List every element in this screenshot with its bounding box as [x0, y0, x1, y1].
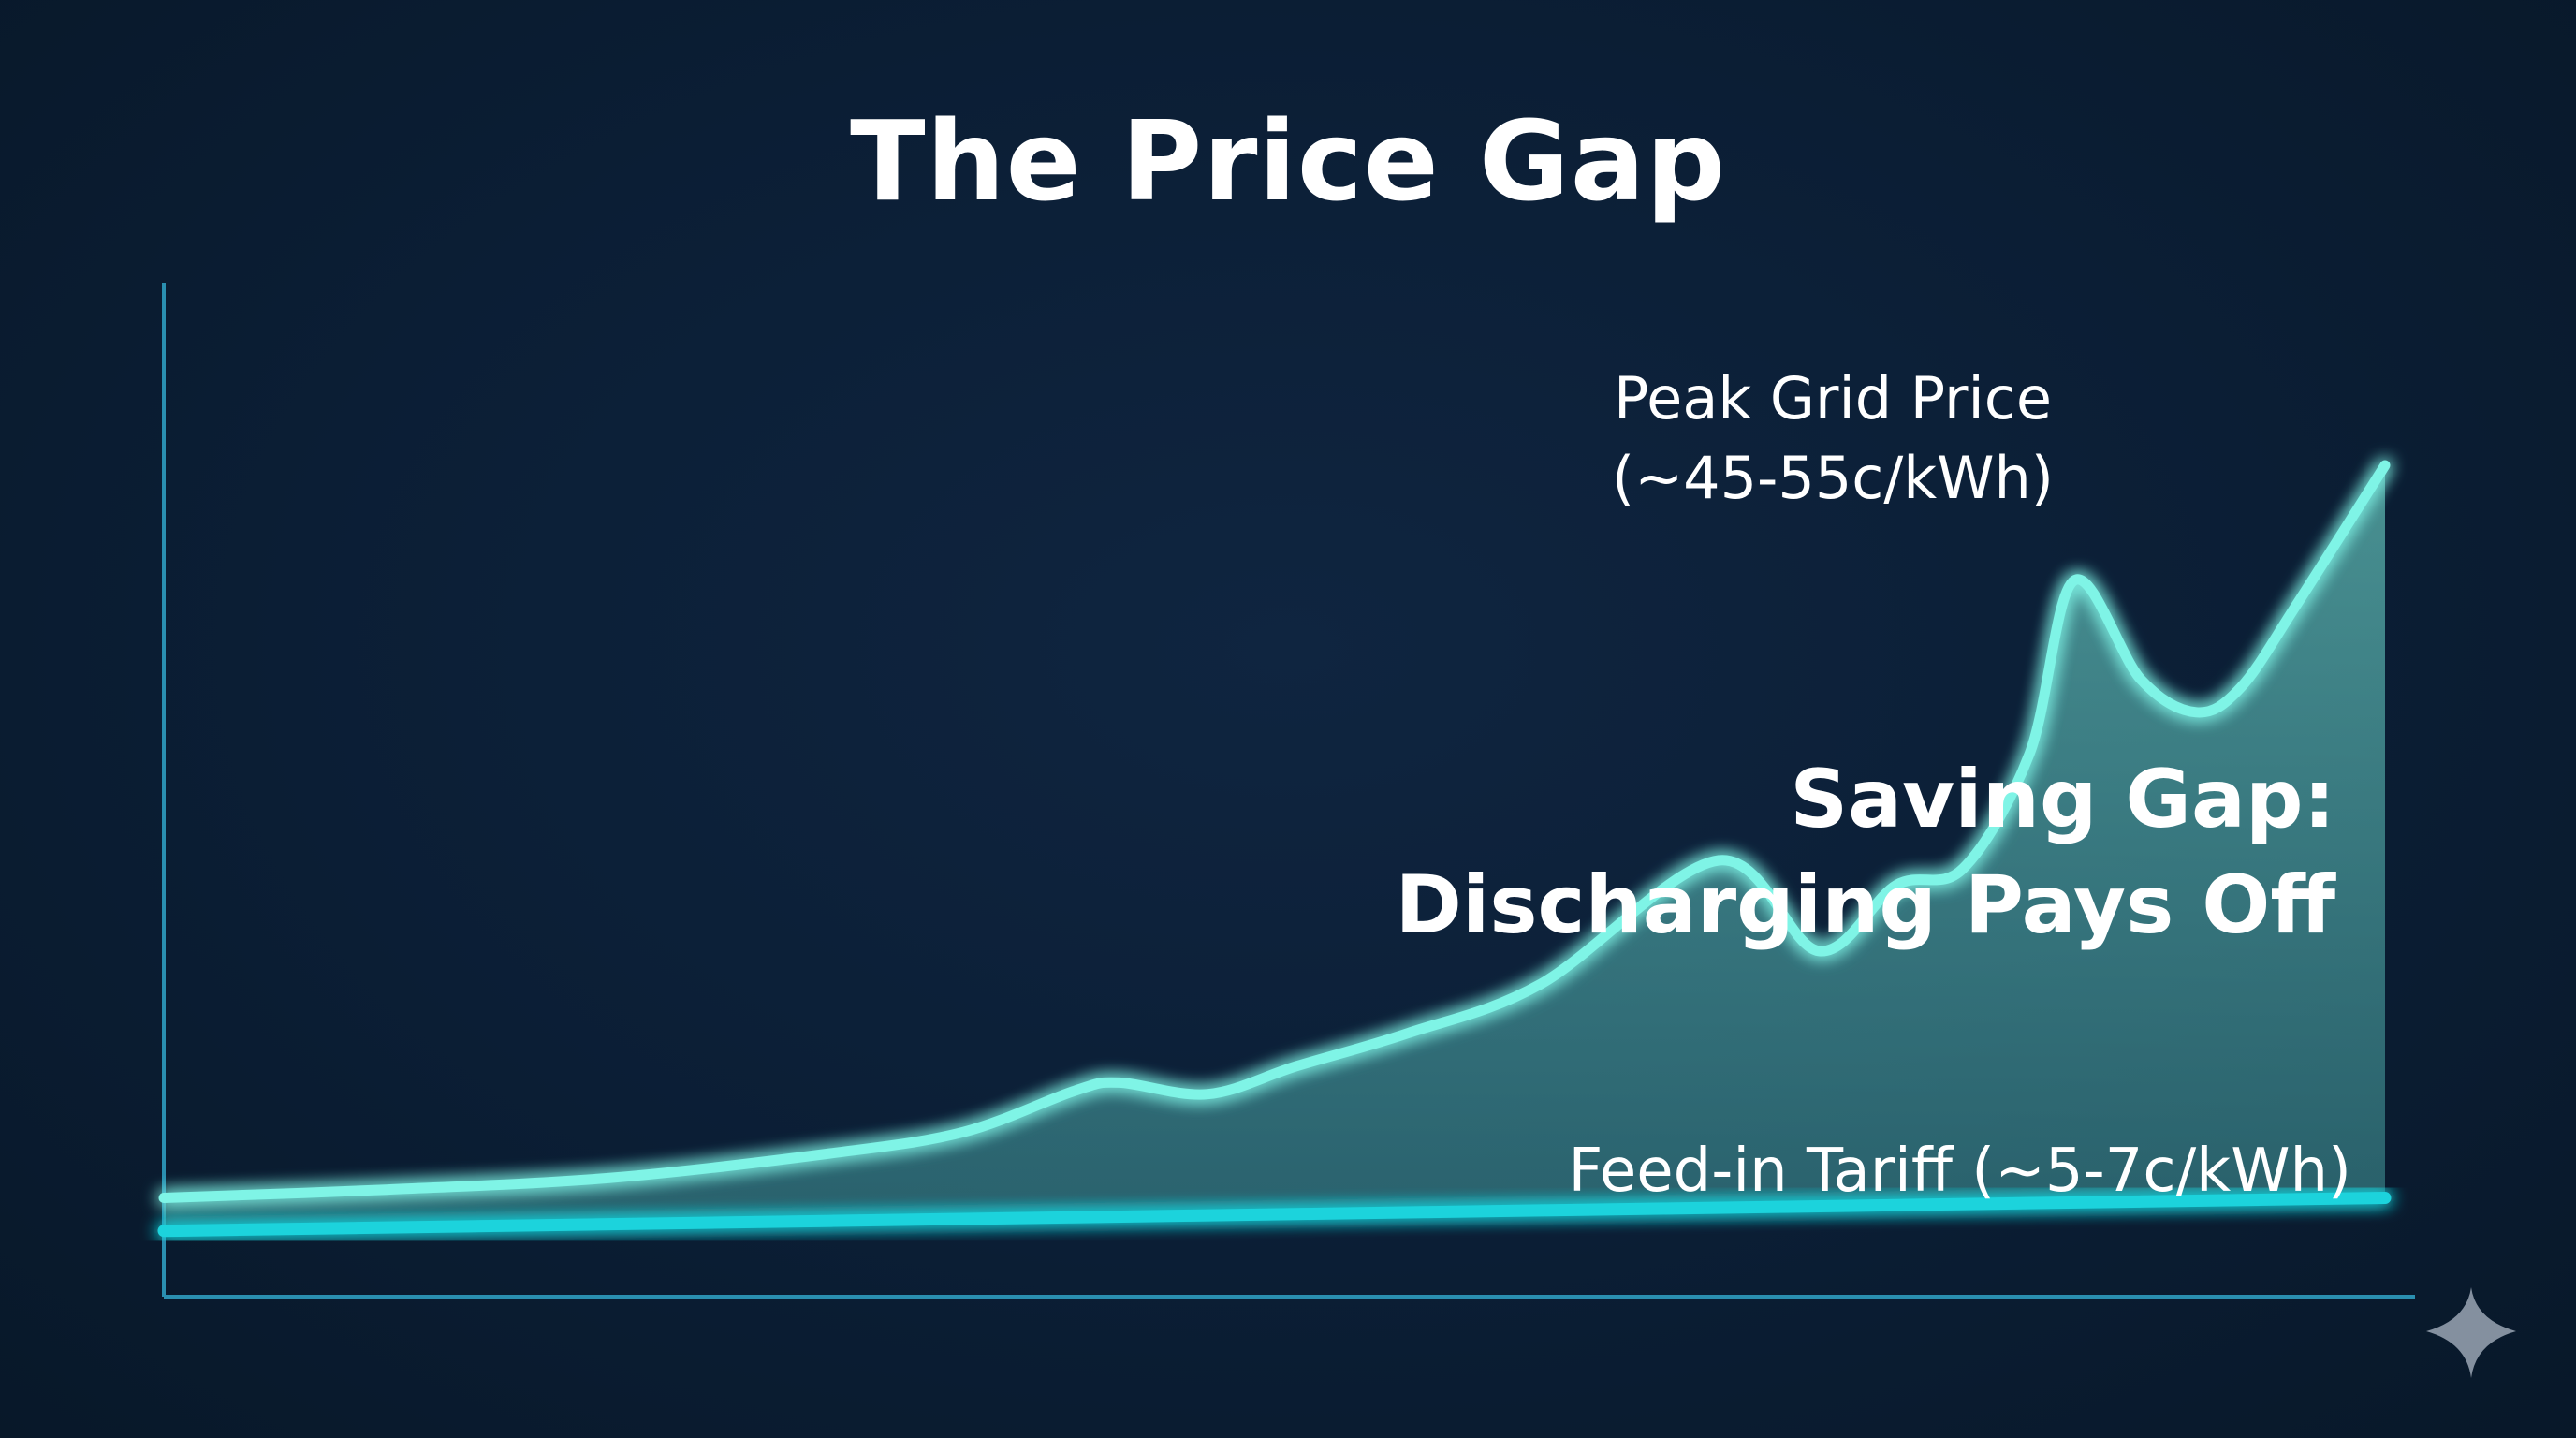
feed-in-label: Feed-in Tariff (~5-7c/kWh): [1569, 1137, 2351, 1206]
gap-label-line2: Discharging Pays Off: [1395, 858, 2336, 952]
saving-gap-area: [164, 465, 2385, 1231]
peak-grid-price-line: [158, 460, 2391, 1203]
sparkle-icon: [2426, 1287, 2516, 1378]
feed-in-tariff-line: [157, 1192, 2392, 1238]
peak-label-line2: (~45-55c/kWh): [1612, 444, 2054, 512]
gap-label-line1: Saving Gap:: [1790, 753, 2335, 846]
chart-title: The Price Gap: [850, 96, 1726, 226]
peak-label-line1: Peak Grid Price: [1614, 364, 2052, 433]
